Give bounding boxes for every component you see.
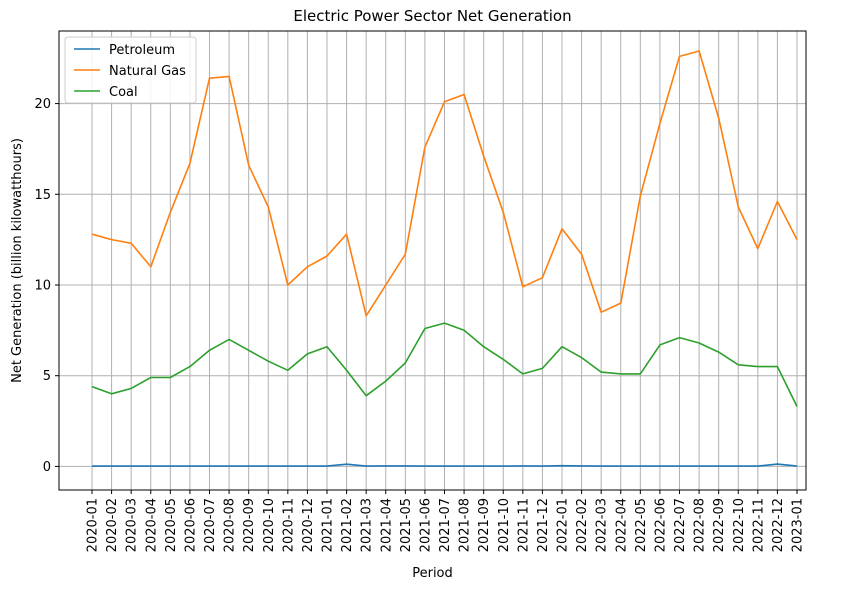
x-tick-label: 2020-03 [125,498,140,552]
series-line-petroleum [92,463,798,467]
x-tick-label: 2021-09 [477,498,492,552]
x-tick-label: 2021-10 [497,498,512,552]
x-tick-label: 2022-11 [751,498,766,552]
x-tick-label: 2021-07 [438,498,453,552]
y-tick-label: 5 [43,369,51,384]
x-tick-label: 2022-08 [693,498,708,552]
legend-label-natural-gas: Natural Gas [109,64,186,79]
y-tick-label: 10 [34,278,51,293]
x-tick-label: 2021-03 [360,498,375,552]
x-tick-label: 2022-10 [732,498,747,552]
x-tick-label: 2021-02 [340,498,355,552]
y-tick-label: 0 [43,460,51,475]
x-tick-label: 2022-06 [653,498,668,552]
x-tick-label: 2020-01 [86,498,101,552]
y-axis-title: Net Generation (billion kilowatthours) [10,138,25,383]
x-axis: 2020-01 2020-02 2020-03 2020-04 2020-05 2020-… [86,490,806,552]
x-tick-label: 2020-04 [144,498,159,552]
x-tick-label: 2021-05 [399,498,414,552]
y-axis: 0 5 10 15 20 [34,97,59,475]
grid-lines [59,31,806,490]
x-tick-label: 2021-04 [379,498,394,552]
x-tick-label: 2020-06 [183,498,198,552]
x-tick-label: 2022-03 [595,498,610,552]
x-tick-label: 2022-05 [634,498,649,552]
series-lines [91,50,798,467]
x-tick-label: 2021-11 [516,498,531,552]
series-line-natural-gas [91,50,798,317]
x-tick-label: 2023-01 [791,498,806,552]
x-tick-label: 2022-12 [771,498,786,552]
x-tick-label: 2021-06 [418,498,433,552]
x-tick-label: 2020-10 [262,498,277,552]
x-tick-label: 2020-09 [242,498,257,552]
x-axis-title: Period [412,566,453,581]
legend: Petroleum Natural Gas Coal [64,36,197,104]
x-tick-label: 2020-02 [105,498,120,552]
x-tick-label: 2020-11 [281,498,296,552]
x-tick-label: 2022-07 [673,498,688,552]
x-tick-label: 2022-04 [614,498,629,552]
plot-frame [58,30,807,491]
chart-title: Electric Power Sector Net Generation [293,7,571,25]
x-tick-label: 2020-05 [164,498,179,552]
series-line-coal [91,322,798,407]
x-tick-label: 2021-08 [458,498,473,552]
x-tick-label: 2020-08 [223,498,238,552]
y-tick-label: 20 [34,97,51,112]
x-tick-label: 2022-01 [556,498,571,552]
legend-label-coal: Coal [109,85,138,100]
y-tick-label: 15 [34,188,51,203]
x-tick-label: 2022-09 [712,498,727,552]
x-tick-label: 2021-12 [536,498,551,552]
legend-box [64,36,197,104]
legend-label-petroleum: Petroleum [109,43,175,58]
x-tick-label: 2020-07 [203,498,218,552]
x-tick-label: 2022-02 [575,498,590,552]
x-tick-label: 2021-01 [321,498,336,552]
x-tick-label: 2020-12 [301,498,316,552]
